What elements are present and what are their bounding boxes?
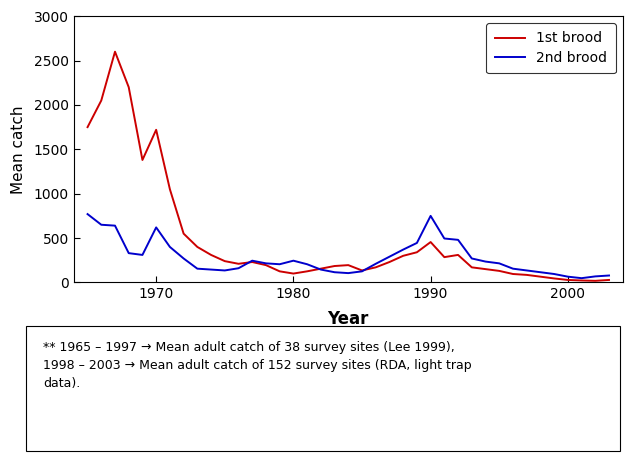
Line: 2nd brood: 2nd brood xyxy=(87,214,609,278)
1st brood xyxy=(550,275,558,281)
2nd brood xyxy=(152,225,160,230)
Y-axis label: Mean catch: Mean catch xyxy=(10,105,26,194)
2nd brood xyxy=(372,261,379,267)
1st brood xyxy=(468,264,476,270)
1st brood xyxy=(180,231,187,237)
1st brood xyxy=(496,268,503,274)
2nd brood xyxy=(427,213,435,219)
2nd brood xyxy=(386,254,394,259)
1st brood xyxy=(166,187,174,192)
1st brood xyxy=(248,259,256,265)
2nd brood xyxy=(331,269,338,275)
2nd brood xyxy=(482,259,489,264)
1st brood xyxy=(344,263,352,268)
1st brood xyxy=(399,253,407,258)
1st brood xyxy=(509,271,517,277)
1st brood xyxy=(331,263,338,269)
1st brood xyxy=(440,254,448,260)
2nd brood xyxy=(455,237,462,243)
1st brood xyxy=(207,252,215,258)
FancyBboxPatch shape xyxy=(26,326,620,451)
2nd brood xyxy=(290,258,297,263)
1st brood xyxy=(221,258,229,264)
1st brood xyxy=(276,269,284,274)
2nd brood xyxy=(344,270,352,276)
2nd brood xyxy=(207,267,215,272)
1st brood xyxy=(413,250,421,255)
2nd brood xyxy=(180,256,187,261)
1st brood xyxy=(125,84,133,90)
2nd brood xyxy=(468,256,476,261)
2nd brood xyxy=(139,252,146,258)
1st brood xyxy=(83,125,91,130)
2nd brood xyxy=(111,223,119,228)
Legend: 1st brood, 2nd brood: 1st brood, 2nd brood xyxy=(487,23,616,73)
2nd brood xyxy=(358,269,366,274)
2nd brood xyxy=(399,247,407,252)
2nd brood xyxy=(440,236,448,241)
2nd brood xyxy=(537,269,544,275)
1st brood xyxy=(290,271,297,276)
2nd brood xyxy=(578,275,586,281)
2nd brood xyxy=(564,274,572,280)
1st brood xyxy=(482,266,489,272)
1st brood xyxy=(605,277,613,283)
2nd brood xyxy=(235,265,243,271)
2nd brood xyxy=(98,222,105,227)
2nd brood xyxy=(166,244,174,250)
1st brood xyxy=(98,98,105,103)
1st brood xyxy=(386,259,394,265)
1st brood xyxy=(262,263,270,268)
1st brood xyxy=(235,261,243,267)
2nd brood xyxy=(317,267,325,272)
1st brood xyxy=(455,252,462,258)
2nd brood xyxy=(303,262,311,267)
2nd brood xyxy=(496,261,503,266)
Line: 1st brood: 1st brood xyxy=(87,52,609,281)
1st brood xyxy=(564,277,572,283)
1st brood xyxy=(537,274,544,280)
1st brood xyxy=(591,278,599,284)
2nd brood xyxy=(248,258,256,263)
2nd brood xyxy=(262,261,270,266)
2nd brood xyxy=(83,211,91,217)
1st brood xyxy=(152,127,160,132)
2nd brood xyxy=(125,250,133,256)
X-axis label: Year: Year xyxy=(327,310,369,328)
2nd brood xyxy=(605,273,613,278)
1st brood xyxy=(111,49,119,55)
1st brood xyxy=(358,268,366,273)
2nd brood xyxy=(550,271,558,277)
1st brood xyxy=(523,272,530,278)
Text: ** 1965 – 1997 → Mean adult catch of 38 survey sites (Lee 1999),
1998 – 2003 → M: ** 1965 – 1997 → Mean adult catch of 38 … xyxy=(44,341,472,390)
1st brood xyxy=(578,278,586,283)
2nd brood xyxy=(591,274,599,279)
2nd brood xyxy=(509,266,517,271)
2nd brood xyxy=(221,268,229,273)
1st brood xyxy=(303,269,311,274)
1st brood xyxy=(317,266,325,271)
2nd brood xyxy=(413,240,421,246)
1st brood xyxy=(193,244,201,250)
2nd brood xyxy=(276,262,284,267)
2nd brood xyxy=(193,266,201,271)
2nd brood xyxy=(523,268,530,273)
1st brood xyxy=(139,157,146,163)
1st brood xyxy=(372,264,379,270)
1st brood xyxy=(427,239,435,245)
